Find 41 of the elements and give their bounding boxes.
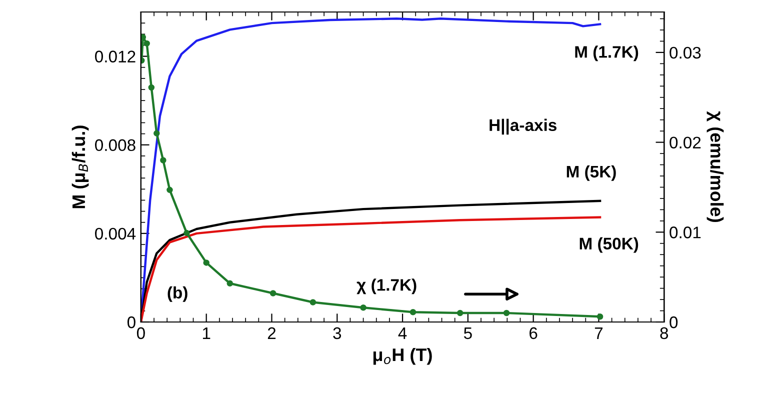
annotation: (b) — [168, 286, 188, 302]
point — [160, 157, 166, 164]
annotation: H||a-axis — [490, 118, 556, 135]
point — [184, 230, 190, 236]
series-label: χ (1.7K) — [356, 278, 416, 294]
point — [596, 313, 604, 320]
x-tick-label: 1 — [202, 327, 210, 339]
x-tick-label: 8 — [660, 327, 668, 340]
point — [203, 260, 210, 266]
y-tick-label: 0.004 — [95, 228, 136, 240]
point — [410, 308, 416, 316]
point — [154, 130, 160, 136]
x-tick-label: 4 — [398, 327, 407, 339]
point — [310, 299, 316, 306]
x-tick-label: 7 — [594, 327, 603, 339]
y-axis-title: M (μ$_{B}$/f.u.) — [72, 126, 89, 208]
y-tick-label: 0.012 — [95, 50, 136, 62]
series-label: M (50K) — [580, 237, 638, 253]
point — [270, 290, 276, 296]
point — [226, 280, 234, 286]
x-tick-label: 2 — [268, 327, 276, 339]
y2-tick-label: 0 — [670, 316, 678, 328]
x-tick-label: 5 — [464, 327, 472, 340]
point — [166, 186, 173, 194]
x-tick-label: 3 — [333, 327, 342, 340]
x-tick-label: 0 — [136, 327, 145, 340]
point — [456, 310, 464, 316]
x-tick-label: 6 — [530, 327, 538, 340]
y2-tick-label: 0.03 — [670, 46, 701, 59]
y-tick-label: 0 — [127, 316, 136, 328]
point — [503, 310, 510, 316]
y2-axis-title: χ (emu/mole) — [706, 111, 724, 222]
y2-tick-label: 0.01 — [670, 226, 701, 238]
x-axis-title: μ$_{o}$H (T) — [373, 348, 432, 365]
point — [144, 40, 150, 47]
y2-tick-label: 0.02 — [670, 136, 701, 148]
series-label: M (5K) — [566, 165, 616, 181]
point — [148, 84, 155, 91]
y-tick-label: 0.008 — [95, 139, 136, 152]
series-label: M (1.7K) — [575, 46, 638, 62]
point — [360, 304, 366, 311]
